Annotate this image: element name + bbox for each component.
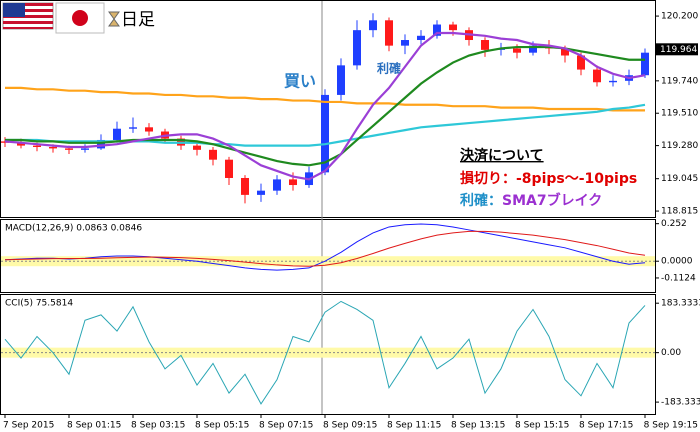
candle-body (225, 159, 233, 178)
y-tick-label: 119.740 (661, 76, 698, 86)
japan-flag (55, 2, 105, 34)
candle-body (321, 94, 329, 173)
x-tick-label: 8 Sep 05:15 (195, 421, 249, 431)
last-price-label: 119.964 (660, 45, 697, 55)
hourglass-icon (108, 11, 120, 27)
candle-body (369, 20, 377, 31)
zero-band (1, 256, 655, 267)
candle-body (577, 55, 585, 70)
x-tick-label: 8 Sep 17:15 (579, 421, 633, 431)
x-tick-label: 8 Sep 11:15 (387, 421, 441, 431)
indicator-title: CCI(5) 75.5814 (5, 299, 73, 309)
sma7-break: SMA7ブレイク (502, 192, 602, 209)
indicator-title: MACD(12,26,9) 0.0863 0.0846 (5, 224, 142, 234)
take-profit-annotation: 利確 (377, 61, 401, 76)
x-tick-label: 8 Sep 13:15 (451, 421, 505, 431)
buy-annotation: 買い (284, 72, 316, 91)
candle-body (529, 45, 537, 53)
candle-body (337, 65, 345, 95)
x-tick-label: 8 Sep 19:15 (644, 421, 698, 431)
take-profit-label: 利確： (460, 192, 502, 209)
plot-layer: 120.200 119.740 119.510 119.280 119.045 118.8… (1, 12, 700, 431)
y-tick-label: 119.280 (661, 141, 698, 151)
settlement-heading: 決済について (460, 147, 544, 164)
us-flag (2, 2, 54, 30)
x-tick-label: 7 Sep 2015 (3, 421, 54, 431)
candle-body (209, 149, 217, 160)
zero-band (1, 347, 655, 358)
y-tick-label: 119.045 (661, 174, 698, 184)
candle-body (513, 48, 521, 53)
candle-body (385, 20, 393, 46)
candle-body (641, 52, 649, 76)
y-tick-label: 120.200 (661, 12, 698, 22)
x-tick-label: 8 Sep 09:15 (323, 421, 377, 431)
x-tick-label: 8 Sep 07:15 (259, 421, 313, 431)
candle-body (97, 139, 105, 149)
y-tick-label: 183.3333 (661, 299, 700, 309)
x-tick-label: 8 Sep 03:15 (131, 421, 185, 431)
y-tick-label: 0.0000 (661, 257, 693, 267)
y-tick-label: 0.252 (661, 219, 687, 229)
stop-loss-note: 損切り：-8pips〜-10pips (460, 170, 637, 187)
y-tick-label: -0.1124 (661, 273, 696, 283)
candle-body (193, 145, 201, 150)
x-tick-label: 8 Sep 15:15 (515, 421, 569, 431)
y-tick-label: -183.3333 (661, 398, 700, 408)
candle-body (353, 30, 361, 66)
candle-body (561, 48, 569, 56)
candle-body (49, 147, 57, 149)
candle-body (593, 69, 601, 83)
candle-body (241, 177, 249, 195)
candle-body (417, 35, 425, 41)
last-price-box (656, 43, 698, 56)
cci-line (4, 300, 646, 405)
candle-body (401, 40, 409, 46)
candle-body (609, 80, 617, 83)
candle-body (33, 145, 41, 148)
candle-body (289, 179, 297, 186)
series-line (5, 86, 645, 112)
candle-body (481, 40, 489, 50)
y-tick-label: 119.510 (661, 109, 698, 119)
candle-body (17, 142, 25, 146)
candle-body (129, 127, 137, 129)
candle-body (433, 24, 441, 36)
series-line (4, 230, 646, 267)
candle-body (65, 148, 73, 150)
candle-body (145, 127, 153, 132)
candle-body (81, 148, 89, 150)
candle-body (449, 24, 457, 31)
y-tick-label: 118.815 (661, 207, 698, 217)
candle-body (113, 128, 121, 140)
timeframe: 日足 (121, 10, 155, 30)
candle-body (257, 190, 265, 195)
series-line (4, 31, 646, 181)
x-tick-label: 8 Sep 01:15 (67, 421, 121, 431)
candle-body (273, 179, 281, 191)
take-profit-note: 利確：SMA7ブレイク (460, 192, 602, 209)
series-line (5, 45, 645, 167)
series-line (4, 223, 646, 271)
y-tick-label: 0.00 (661, 348, 681, 358)
